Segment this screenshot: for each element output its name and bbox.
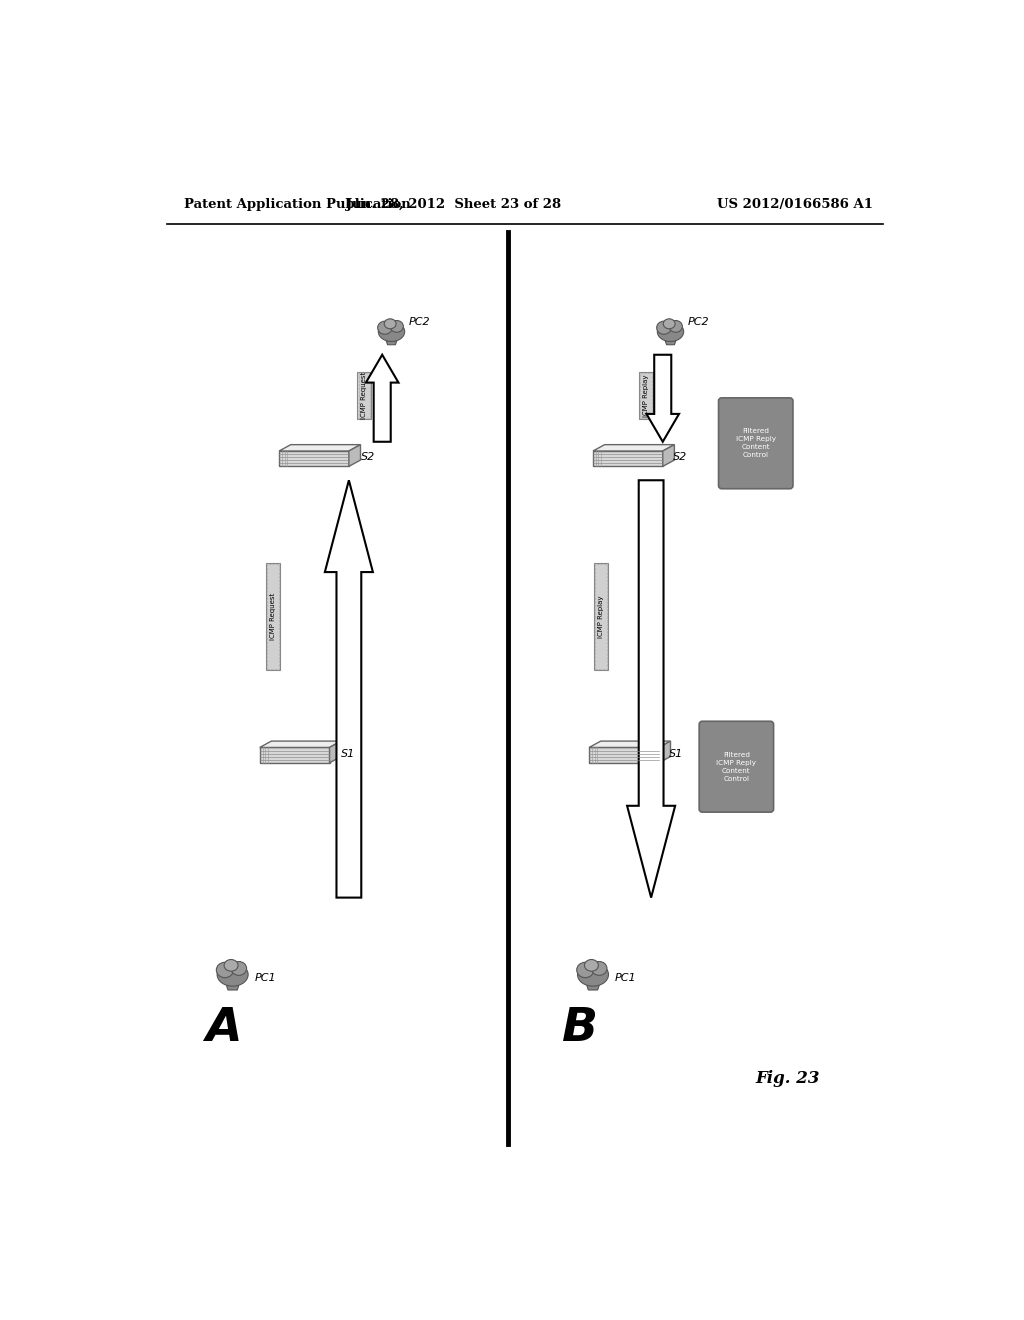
Text: A: A [206, 1006, 242, 1051]
Ellipse shape [224, 960, 238, 972]
Text: ICMP Request: ICMP Request [361, 372, 368, 420]
Text: ICMP Replay: ICMP Replay [598, 595, 604, 638]
Polygon shape [260, 741, 341, 747]
Ellipse shape [231, 961, 247, 975]
FancyBboxPatch shape [357, 372, 372, 420]
Polygon shape [330, 741, 341, 763]
FancyBboxPatch shape [699, 721, 773, 812]
Ellipse shape [578, 964, 608, 986]
Text: Filtered
ICMP Reply
Content
Control: Filtered ICMP Reply Content Control [717, 751, 757, 781]
FancyBboxPatch shape [266, 562, 280, 671]
Ellipse shape [378, 322, 404, 342]
Ellipse shape [217, 964, 248, 986]
Ellipse shape [384, 319, 396, 329]
Polygon shape [593, 445, 675, 451]
Text: Fig. 23: Fig. 23 [756, 1071, 820, 1088]
Text: Jun. 28, 2012  Sheet 23 of 28: Jun. 28, 2012 Sheet 23 of 28 [346, 198, 561, 211]
Ellipse shape [378, 321, 392, 334]
Polygon shape [386, 341, 396, 345]
Polygon shape [589, 741, 671, 747]
Text: S2: S2 [360, 453, 375, 462]
Polygon shape [349, 445, 360, 466]
Ellipse shape [664, 319, 675, 329]
Ellipse shape [585, 960, 598, 972]
Polygon shape [646, 355, 679, 442]
Ellipse shape [657, 322, 684, 342]
Text: PC2: PC2 [409, 317, 430, 327]
Polygon shape [280, 451, 349, 466]
Polygon shape [587, 985, 599, 990]
Polygon shape [593, 451, 663, 466]
Polygon shape [663, 445, 675, 466]
Text: PC2: PC2 [687, 317, 710, 327]
Text: S1: S1 [669, 748, 683, 759]
Polygon shape [325, 480, 373, 898]
Polygon shape [627, 480, 675, 898]
Text: S2: S2 [673, 453, 687, 462]
FancyBboxPatch shape [639, 372, 652, 420]
Ellipse shape [577, 962, 594, 978]
Ellipse shape [669, 321, 682, 333]
FancyBboxPatch shape [719, 397, 793, 488]
Polygon shape [589, 747, 658, 763]
Text: S1: S1 [341, 748, 355, 759]
Polygon shape [226, 985, 239, 990]
Ellipse shape [656, 321, 671, 334]
Text: B: B [562, 1006, 598, 1051]
FancyBboxPatch shape [594, 562, 607, 671]
Polygon shape [658, 741, 671, 763]
Polygon shape [280, 445, 360, 451]
Text: Patent Application Publication: Patent Application Publication [183, 198, 411, 211]
Ellipse shape [216, 962, 233, 978]
Ellipse shape [592, 961, 607, 975]
Ellipse shape [390, 321, 403, 333]
Text: ICMP Replay: ICMP Replay [643, 375, 648, 417]
Polygon shape [260, 747, 330, 763]
Polygon shape [366, 355, 398, 442]
Text: ICMP Request: ICMP Request [270, 593, 275, 640]
Text: US 2012/0166586 A1: US 2012/0166586 A1 [717, 198, 873, 211]
Text: PC1: PC1 [254, 973, 275, 983]
Text: Filtered
ICMP Reply
Content
Control: Filtered ICMP Reply Content Control [736, 428, 776, 458]
Polygon shape [666, 341, 676, 345]
Text: PC1: PC1 [614, 973, 636, 983]
